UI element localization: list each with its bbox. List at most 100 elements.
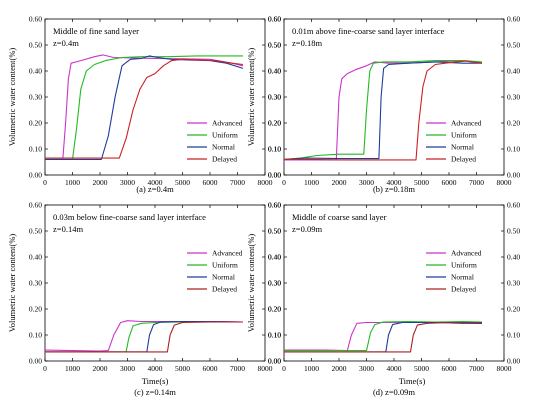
y-tick-label: 0.60 xyxy=(29,201,42,210)
y-tick-label-right: 0.50 xyxy=(268,227,281,236)
legend-label-uniform: Uniform xyxy=(212,131,238,140)
y-tick-label-right: 0.30 xyxy=(268,279,281,288)
legend-label-normal: Normal xyxy=(212,273,235,282)
x-tick-label: 1000 xyxy=(65,178,80,187)
y-tick-label: 0.60 xyxy=(268,15,281,24)
panel-annotation-line: z=0.18m xyxy=(292,38,322,48)
series-line-uniform xyxy=(45,321,243,353)
panel-annotation-line: z=0.09m xyxy=(292,224,322,234)
y-tick-label-right: 0.10 xyxy=(268,331,281,340)
x-tick-label: 1000 xyxy=(304,364,319,373)
x-tick-label: 7000 xyxy=(469,178,484,187)
x-tick-label: 8000 xyxy=(497,364,512,373)
y-tick-label-right: 0.40 xyxy=(268,253,281,262)
y-tick-label: 0.40 xyxy=(268,67,281,76)
series-line-delayed xyxy=(45,321,243,353)
y-tick-label-right: 0.20 xyxy=(268,119,281,128)
panel-annotation-line: 0.01m above fine-coarse sand layer inter… xyxy=(292,26,445,36)
y-axis-title: Volumetric water content(%) xyxy=(7,48,17,147)
y-tick-label: 0.10 xyxy=(29,331,42,340)
x-tick-label: 2000 xyxy=(332,178,347,187)
series-line-delayed xyxy=(284,60,483,161)
x-axis-title-right: Time(s) xyxy=(399,376,426,386)
y-tick-label: 0.20 xyxy=(268,119,281,128)
legend-label-advanced: Advanced xyxy=(212,119,243,128)
y-tick-label: 0.60 xyxy=(268,201,281,210)
x-tick-label: 8000 xyxy=(258,364,273,373)
series-line-uniform xyxy=(283,60,483,160)
x-tick-label: 0 xyxy=(43,364,47,373)
y-tick-label: 0.30 xyxy=(268,279,281,288)
x-tick-label: 4000 xyxy=(148,178,163,187)
x-tick-label: 0 xyxy=(282,178,286,187)
y-axis-title: Volumetric water content(%) xyxy=(7,234,17,333)
series-line-normal xyxy=(45,320,244,353)
y-tick-label: 0.00 xyxy=(29,171,42,180)
y-tick-label-right: 0.00 xyxy=(268,357,281,366)
series-line-uniform xyxy=(45,55,243,160)
y-tick-label-right: 0.00 xyxy=(268,171,281,180)
x-tick-label: 2000 xyxy=(93,178,108,187)
panel-annotation-line: 0.03m below fine-coarse sand layer inter… xyxy=(53,212,206,222)
y-tick-label: 0.30 xyxy=(29,93,42,102)
x-tick-label: 4000 xyxy=(387,178,402,187)
y-tick-label: 0.60 xyxy=(29,15,42,24)
panel-annotation-line: Middle of coarse sand layer xyxy=(292,212,387,222)
x-tick-label: 6000 xyxy=(203,178,218,187)
y-axis-title: Volumetric water content(%) xyxy=(246,234,256,333)
y-tick-label-right: 0.10 xyxy=(268,145,281,154)
legend-label-advanced: Advanced xyxy=(451,119,482,128)
y-tick-label-right: 0.60 xyxy=(268,201,281,210)
x-tick-label: 5000 xyxy=(414,364,429,373)
panel-annotation-line: z=0.4m xyxy=(53,38,79,48)
panel-annotation-line: z=0.14m xyxy=(53,224,83,234)
y-tick-label: 0.10 xyxy=(29,145,42,154)
x-tick-label: 2000 xyxy=(93,364,108,373)
x-tick-label: 8000 xyxy=(258,178,273,187)
y-tick-label-right: 0.30 xyxy=(268,93,281,102)
y-tick-label-right: 0.30 xyxy=(507,93,520,102)
x-tick-label: 0 xyxy=(43,178,47,187)
legend-label-normal: Normal xyxy=(451,273,474,282)
x-tick-label: 6000 xyxy=(203,364,218,373)
panel-caption: (a) z=0.4m xyxy=(136,184,174,194)
legend-label-delayed: Delayed xyxy=(212,155,237,164)
x-tick-label: 3000 xyxy=(359,364,374,373)
y-tick-label: 0.20 xyxy=(29,119,42,128)
y-axis-title: Volumetric water content(%) xyxy=(246,48,256,147)
legend-label-uniform: Uniform xyxy=(451,131,477,140)
x-tick-label: 2000 xyxy=(332,364,347,373)
series-line-normal xyxy=(284,321,482,353)
legend-label-advanced: Advanced xyxy=(212,249,243,258)
y-tick-label-right: 0.50 xyxy=(268,41,281,50)
x-tick-label: 7000 xyxy=(230,178,245,187)
series-line-advanced xyxy=(284,321,483,352)
legend-label-normal: Normal xyxy=(451,143,474,152)
y-tick-label: 0.00 xyxy=(268,171,281,180)
x-tick-label: 3000 xyxy=(120,364,135,373)
y-tick-label-right: 0.60 xyxy=(507,201,520,210)
legend-label-uniform: Uniform xyxy=(451,261,477,270)
y-tick-label-right: 0.20 xyxy=(507,119,520,128)
legend-label-normal: Normal xyxy=(212,143,235,152)
y-tick-label: 0.00 xyxy=(29,357,42,366)
x-tick-label: 0 xyxy=(282,364,286,373)
y-tick-label: 0.50 xyxy=(268,41,281,50)
legend-label-advanced: Advanced xyxy=(451,249,482,258)
x-tick-label: 3000 xyxy=(359,178,374,187)
y-tick-label-right: 0.20 xyxy=(507,305,520,314)
y-tick-label-right: 0.40 xyxy=(507,253,520,262)
x-tick-label: 1000 xyxy=(304,178,319,187)
y-tick-label: 0.50 xyxy=(268,227,281,236)
panel-annotation-line: Middle of fine sand layer xyxy=(53,26,139,36)
legend-label-uniform: Uniform xyxy=(212,261,238,270)
x-tick-label: 6000 xyxy=(442,178,457,187)
series-line-delayed xyxy=(284,321,482,353)
y-tick-label-right: 0.10 xyxy=(507,331,520,340)
y-tick-label: 0.20 xyxy=(268,305,281,314)
